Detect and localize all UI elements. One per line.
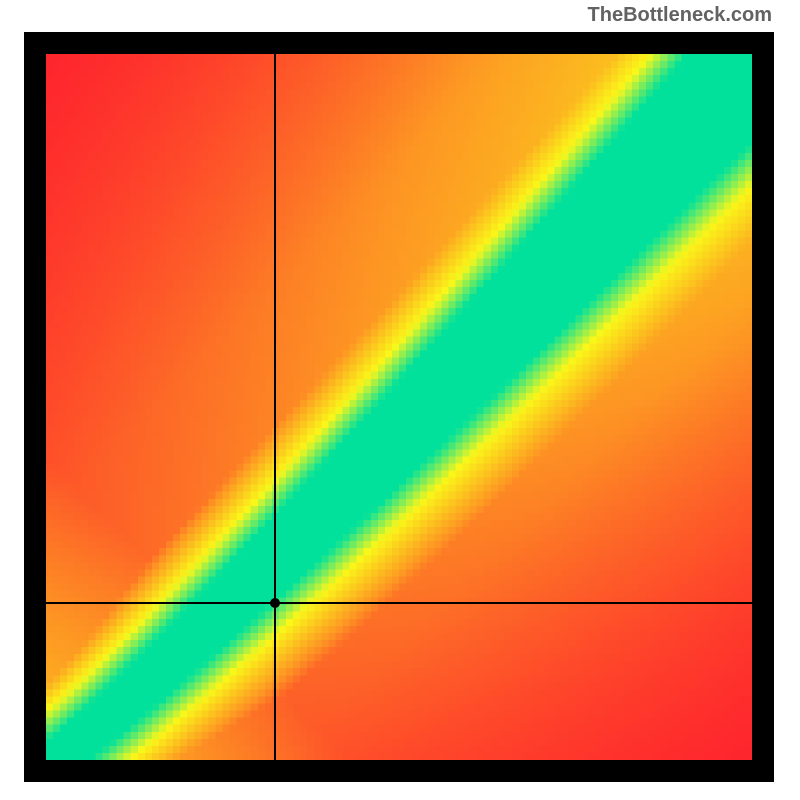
attribution-text: TheBottleneck.com	[588, 4, 772, 27]
chart-container: { "attribution": "TheBottleneck.com", "a…	[0, 0, 800, 800]
heatmap-canvas	[46, 54, 752, 760]
crosshair-vertical	[274, 54, 276, 760]
crosshair-dot	[270, 598, 280, 608]
plot-area	[46, 54, 752, 760]
crosshair-horizontal	[46, 602, 752, 604]
